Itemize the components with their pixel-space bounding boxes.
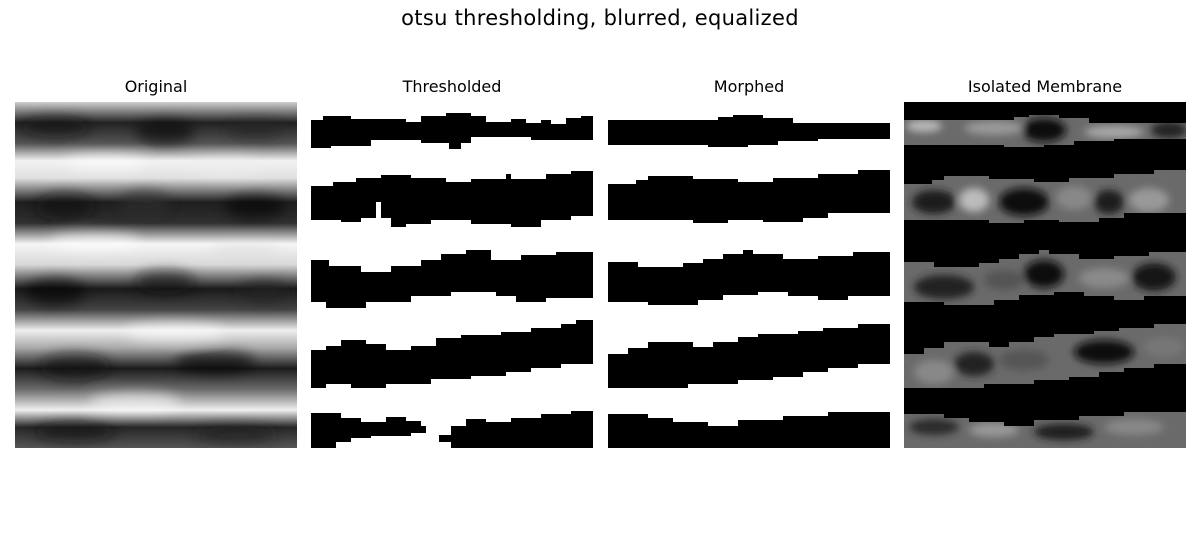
thresholded-image bbox=[311, 102, 593, 448]
isolated-membrane-image bbox=[904, 102, 1186, 448]
original-image bbox=[15, 102, 297, 448]
panel-title-thresholded: Thresholded bbox=[402, 77, 502, 96]
figure-title: otsu thresholding, blurred, equalized bbox=[401, 6, 799, 30]
panel-title-morphed: Morphed bbox=[713, 77, 785, 96]
panel-title-isolated-membrane: Isolated Membrane bbox=[967, 77, 1123, 96]
morphed-image bbox=[608, 102, 890, 448]
panel-title-original: Original bbox=[124, 77, 188, 96]
